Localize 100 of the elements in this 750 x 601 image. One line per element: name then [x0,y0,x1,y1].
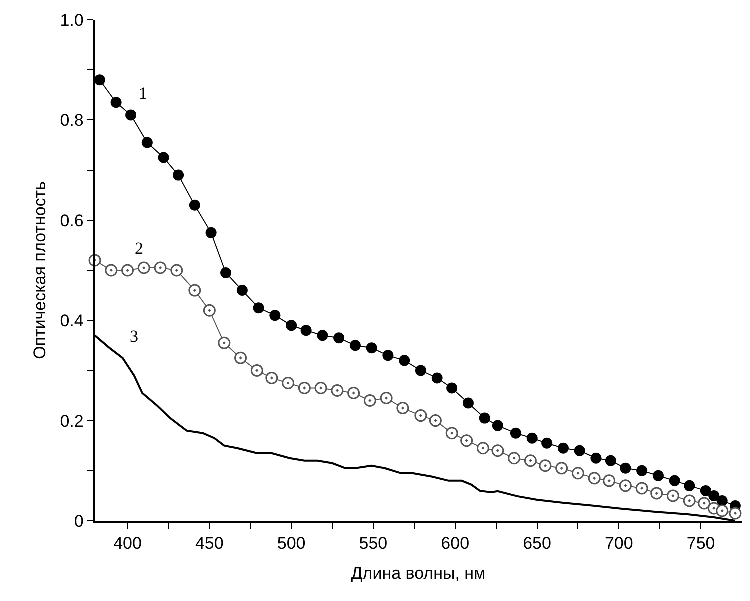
point [572,467,584,480]
point [286,320,298,332]
point [220,268,232,279]
point [539,460,552,472]
point [666,490,680,502]
point [94,74,106,86]
point [432,372,443,384]
point [218,336,231,350]
point [636,482,648,495]
point [266,372,278,384]
point [603,474,616,488]
point [492,444,504,458]
point [334,332,345,344]
point [314,382,328,394]
point [415,365,426,376]
point [605,455,616,466]
point [462,398,474,409]
point [524,454,537,468]
point [331,384,344,397]
point [479,412,490,424]
point [300,325,312,336]
point [173,170,184,181]
point [366,342,378,354]
point [350,340,361,352]
point [446,427,458,440]
y-axis-title: Оптическая плотность [30,181,50,360]
point [317,330,328,342]
point [170,264,184,277]
point [716,495,728,506]
point [154,262,167,274]
point [446,382,458,394]
point [250,364,264,377]
point [683,494,696,508]
point [126,110,137,121]
point [508,452,521,465]
point [558,442,569,454]
point [636,465,648,476]
point [206,227,217,238]
y-tick-label: 0.8 [60,111,84,130]
point [492,420,504,432]
point [270,310,281,322]
x-axis-title: Длина волны, нм [351,564,486,584]
series-label: 1 [139,84,148,103]
point [510,428,522,439]
point [138,262,150,274]
point [298,382,311,394]
point [669,475,680,486]
point [414,410,428,422]
point [429,414,442,428]
y-tick-label: 0.4 [60,312,84,331]
point [203,304,216,317]
y-tick-label: 0.6 [60,211,84,230]
point [348,387,360,400]
x-tick-label: 550 [359,534,388,554]
x-tick-label: 400 [114,534,142,554]
point [650,487,664,500]
point [620,462,632,474]
point [590,452,602,464]
point [364,394,376,408]
point [399,355,410,366]
x-tick-label: 650 [523,534,552,554]
point [460,434,474,448]
point [110,97,122,108]
x-tick-label: 500 [277,534,306,554]
y-tick-label: 0.2 [60,412,84,431]
point [122,264,134,277]
point [556,462,568,475]
x-tick-label: 450 [195,534,224,554]
point [476,442,490,455]
point [652,470,664,482]
point [105,264,118,277]
x-tick-label: 700 [604,534,634,554]
point [188,284,202,297]
series-label: 3 [130,327,138,346]
point [142,137,153,148]
point [729,507,742,520]
point [716,504,729,518]
point [700,485,712,496]
point [380,392,393,405]
point [158,152,170,164]
point [619,480,632,492]
point [684,480,696,492]
point [236,285,248,296]
point [282,376,295,390]
point [189,200,200,211]
series-label: 2 [135,239,144,258]
y-tick-label: 0 [74,512,84,531]
point [396,402,410,415]
point [698,497,711,510]
point [574,445,586,456]
point [526,432,538,444]
y-tick-label: 1.0 [60,10,84,30]
point [253,302,264,314]
point [542,438,553,449]
point [708,490,720,502]
point [382,350,394,362]
point [588,472,601,485]
x-tick-label: 750 [686,534,716,554]
x-tick-label: 600 [441,534,470,554]
point [234,352,248,364]
